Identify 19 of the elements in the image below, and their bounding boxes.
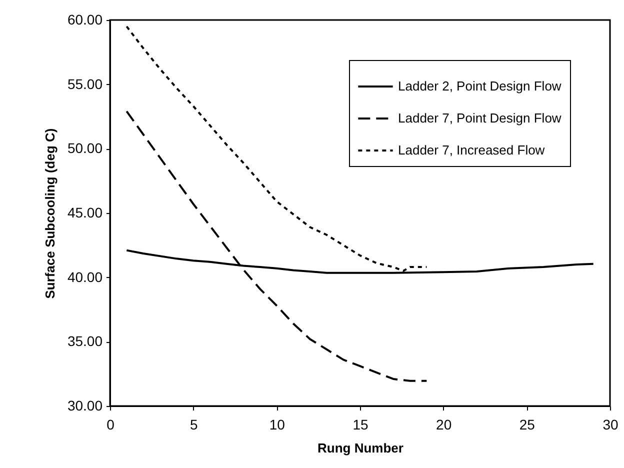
legend-label: Ladder 7, Increased Flow [398,142,546,158]
x-tick-label: 5 [190,416,198,432]
y-tick-label: 50.00 [67,140,103,156]
x-tick-label: 15 [352,416,368,432]
y-tick-label: 45.00 [67,204,103,220]
legend-label: Ladder 2, Point Design Flow [398,78,562,94]
x-tick-label: 0 [106,416,115,432]
x-tick-label: 20 [436,416,452,432]
x-tick-label: 10 [269,416,286,432]
y-tick-label: 30.00 [67,398,103,414]
x-tick-label: 30 [602,416,618,432]
y-tick-label: 35.00 [67,333,103,350]
y-tick-label: 60.00 [67,12,103,28]
y-tick-label: 40.00 [67,268,103,285]
y-tick-label: 55.00 [67,76,103,92]
legend-label: Ladder 7, Point Design Flow [398,110,562,126]
y-axis-title: Surface Subcooling (deg C) [42,128,58,299]
x-tick-label: 25 [519,416,536,432]
x-axis-title: Rung Number [318,440,404,456]
